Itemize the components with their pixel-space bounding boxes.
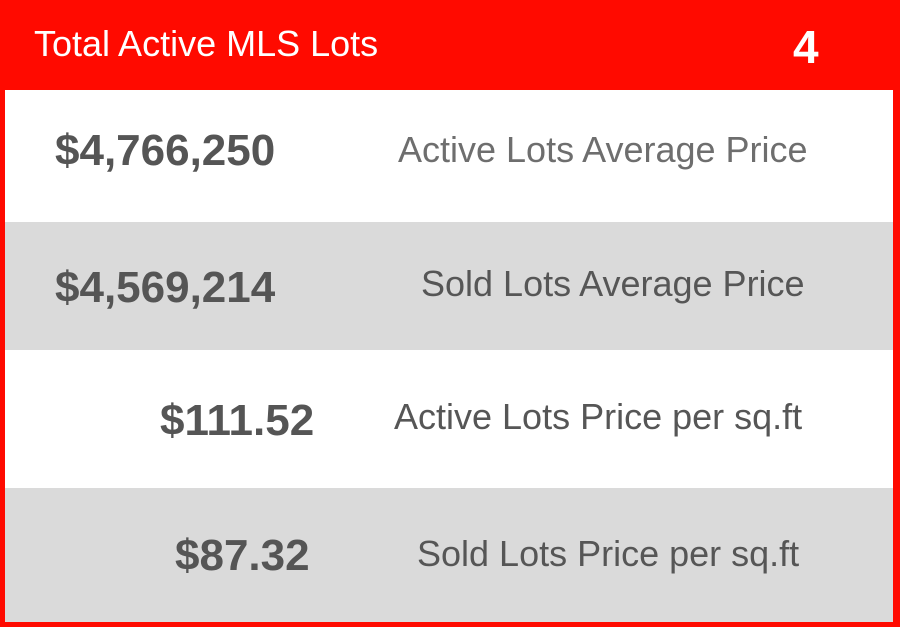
stat-label: Sold Lots Price per sq.ft xyxy=(417,533,800,574)
stat-value: $4,766,250 xyxy=(55,126,276,175)
card-header: Total Active MLS Lots 4 xyxy=(0,0,900,90)
stat-label: Sold Lots Average Price xyxy=(421,263,805,304)
stat-label: Active Lots Price per sq.ft xyxy=(394,396,803,437)
stat-row-active-sqft: $111.52 Active Lots Price per sq.ft xyxy=(5,350,893,488)
stat-value: $87.32 xyxy=(175,531,310,580)
lot-count: 4 xyxy=(793,21,819,73)
header-title: Total Active MLS Lots xyxy=(34,23,379,64)
stat-label: Active Lots Average Price xyxy=(398,129,808,170)
stat-row-active-average: $4,766,250 Active Lots Average Price xyxy=(5,90,893,222)
stats-list: $4,766,250 Active Lots Average Price $4,… xyxy=(5,90,893,622)
stat-row-sold-sqft: $87.32 Sold Lots Price per sq.ft xyxy=(5,488,893,622)
stat-value: $4,569,214 xyxy=(55,263,276,312)
stat-row-sold-average: $4,569,214 Sold Lots Average Price xyxy=(5,222,893,350)
stat-value: $111.52 xyxy=(160,396,315,445)
